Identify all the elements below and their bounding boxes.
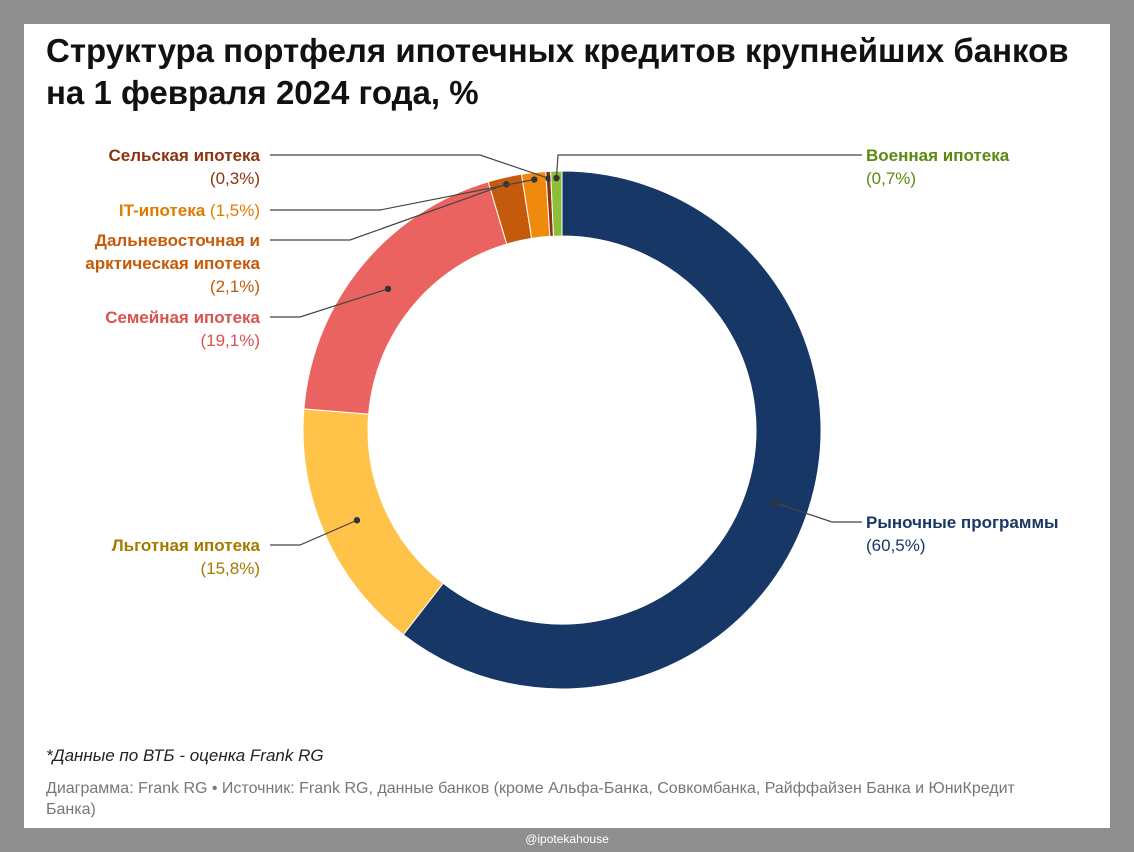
leader-line	[270, 183, 507, 241]
slice-label: Дальневосточная и арктическая ипотека (2,1…	[85, 229, 260, 298]
slice-label: IT-ипотека (1,5%)	[119, 199, 260, 222]
slice-label: Семейная ипотека (19,1%)	[105, 306, 260, 352]
leader-line	[270, 288, 389, 318]
leader-dot	[770, 499, 778, 506]
donut-slice	[550, 170, 563, 237]
slice-label-value: (0,7%)	[866, 169, 917, 188]
donut-slice	[303, 181, 508, 415]
donut-slice	[402, 170, 822, 690]
leader-dot	[545, 175, 552, 182]
chart-card: Структура портфеля ипотечных кредитов кр…	[24, 24, 1110, 828]
watermark: @ipotekahouse	[525, 832, 609, 846]
donut-chart	[270, 154, 862, 690]
chart-title: Структура портфеля ипотечных кредитов кр…	[46, 32, 1069, 111]
slice-label-name: Рыночные программы	[866, 513, 1059, 532]
slice-label-name: Льготная ипотека	[111, 536, 260, 555]
slice-label-name: IT-ипотека	[118, 201, 206, 220]
leader-dot	[531, 176, 538, 183]
leader-dot	[353, 517, 361, 524]
slice-label: Военная ипотека (0,7%)	[866, 144, 1009, 190]
source-note: Диаграмма: Frank RG • Источник: Frank RG…	[46, 780, 1015, 818]
leader-line	[555, 154, 862, 179]
slice-label: Сельская ипотека (0,3%)	[109, 144, 260, 190]
slice-label-value: (2,1%)	[209, 277, 260, 296]
slice-label: Рыночные программы (60,5%)	[866, 511, 1059, 557]
slice-label-name: Сельская ипотека	[108, 146, 260, 165]
slice-label-value: (15,8%)	[200, 559, 260, 578]
slice-label-value: (60,5%)	[866, 536, 926, 555]
slice-label-value: (0,3%)	[209, 169, 260, 188]
footnote: *Данные по ВТБ - оценка Frank RG	[46, 746, 324, 765]
leader-line	[773, 501, 862, 523]
slice-label-name: Военная ипотека	[866, 146, 1010, 165]
slice-label-name: арктическая ипотека	[85, 254, 260, 273]
slice-label-value: (1,5%)	[209, 201, 260, 220]
slice-label: Льготная ипотека (15,8%)	[112, 534, 260, 580]
leader-line	[270, 154, 549, 179]
slice-label-value: (19,1%)	[200, 331, 260, 350]
leader-line	[270, 519, 358, 546]
slice-label-name: Дальневосточная и	[94, 231, 260, 250]
slice-label-name: Семейная ипотека	[105, 308, 260, 327]
leader-dot	[553, 174, 560, 182]
leader-line	[270, 178, 535, 211]
donut-slice	[302, 408, 444, 636]
leader-dot	[384, 285, 392, 293]
